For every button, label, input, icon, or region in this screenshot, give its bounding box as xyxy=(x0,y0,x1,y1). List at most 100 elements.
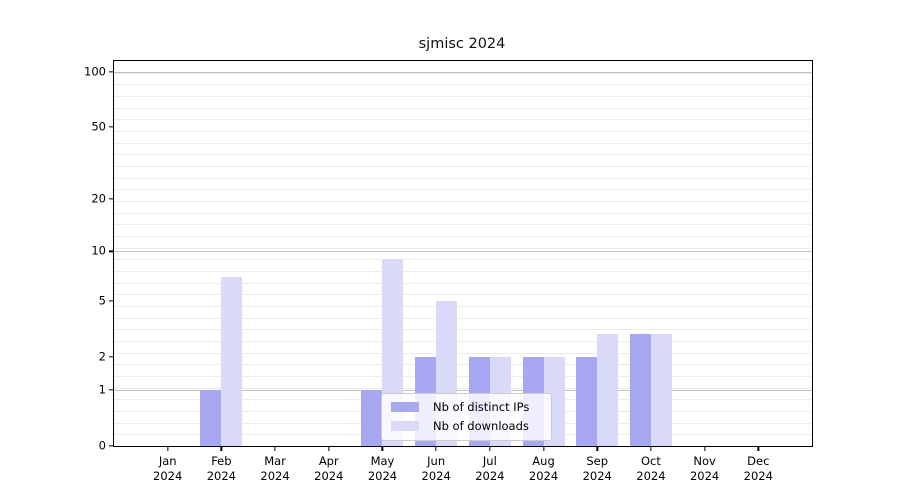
major-gridline xyxy=(114,71,812,73)
x-tick-mark xyxy=(220,446,223,451)
y-tick-mark xyxy=(108,126,114,128)
x-tick-mark xyxy=(381,446,384,451)
x-tick-label-may: May 2024 xyxy=(350,454,414,483)
legend-swatch-distinct-ips xyxy=(391,402,419,412)
x-tick-year: 2024 xyxy=(475,468,505,483)
x-tick-mark xyxy=(274,446,276,451)
legend-item-downloads: Nb of downloads xyxy=(391,419,542,434)
bar-feb-distinct-ips xyxy=(200,389,222,446)
legend-label-downloads: Nb of downloads xyxy=(433,419,529,433)
y-tick-mark xyxy=(108,250,114,253)
legend-swatch-downloads xyxy=(391,421,419,431)
x-tick-year: 2024 xyxy=(636,468,666,483)
minor-gridline xyxy=(114,212,812,214)
x-tick-year: 2024 xyxy=(153,468,183,483)
x-tick-year: 2024 xyxy=(260,468,290,483)
x-tick-label-mar: Mar 2024 xyxy=(243,454,307,483)
x-tick-mark xyxy=(167,446,169,451)
x-tick-year: 2024 xyxy=(421,468,451,483)
y-tick-mark xyxy=(108,70,114,73)
x-tick-year: 2024 xyxy=(206,468,237,483)
x-tick-year: 2024 xyxy=(367,468,398,483)
x-tick-mark xyxy=(542,446,545,451)
x-tick-label-aug: Aug 2024 xyxy=(512,454,576,483)
minor-gridline xyxy=(114,189,812,191)
x-tick-year: 2024 xyxy=(314,468,344,483)
bar-oct-downloads xyxy=(650,333,672,446)
minor-gridline xyxy=(114,96,812,98)
x-tick-label-feb: Feb 2024 xyxy=(189,454,253,483)
minor-gridline xyxy=(114,341,812,342)
x-tick-month: Jan xyxy=(158,454,177,468)
bar-sep-distinct-ips xyxy=(576,356,598,446)
minor-gridline xyxy=(114,352,812,354)
bar-may-distinct-ips xyxy=(361,389,383,446)
minor-gridline xyxy=(114,306,812,307)
minor-gridline xyxy=(114,236,812,237)
minor-gridline xyxy=(114,317,812,319)
y-tick-mark xyxy=(108,389,114,391)
x-tick-year: 2024 xyxy=(743,468,773,483)
y-tick-label: 50 xyxy=(91,119,106,134)
x-tick-label-apr: Apr 2024 xyxy=(297,454,361,483)
minor-gridline xyxy=(114,376,812,377)
y-tick-mark xyxy=(108,356,114,358)
x-tick-month: Apr xyxy=(318,454,339,468)
minor-gridline xyxy=(114,387,812,389)
minor-gridline xyxy=(114,107,812,109)
y-tick-label: 2 xyxy=(98,349,106,364)
minor-gridline xyxy=(114,224,812,226)
y-tick-mark xyxy=(108,445,114,447)
x-tick-year: 2024 xyxy=(582,468,612,483)
x-tick-label-sep: Sep 2024 xyxy=(565,454,629,483)
x-tick-mark xyxy=(328,446,330,451)
y-tick-label: 20 xyxy=(91,191,106,206)
legend-item-distinct-ips: Nb of distinct IPs xyxy=(391,400,542,415)
minor-gridline xyxy=(114,84,812,86)
y-tick-label: 10 xyxy=(91,243,106,258)
bar-oct-distinct-ips xyxy=(629,333,651,446)
x-tick-month: Nov xyxy=(693,454,716,468)
x-tick-label-dec: Dec 2024 xyxy=(726,454,790,483)
x-tick-month: Oct xyxy=(640,454,661,468)
minor-gridline xyxy=(114,177,812,179)
major-gridline xyxy=(114,251,812,253)
minor-gridline xyxy=(114,364,812,366)
minor-gridline xyxy=(114,166,812,168)
minor-gridline xyxy=(114,271,812,272)
x-tick-month: Jun xyxy=(427,454,446,468)
x-tick-mark xyxy=(435,446,437,451)
x-tick-label-jan: Jan 2024 xyxy=(136,454,200,483)
legend: Nb of distinct IPs Nb of downloads xyxy=(381,392,552,441)
x-tick-mark xyxy=(757,446,759,451)
x-tick-mark xyxy=(489,446,491,451)
minor-gridline xyxy=(114,247,812,249)
x-tick-mark xyxy=(650,446,652,451)
minor-gridline xyxy=(114,119,812,121)
x-tick-month: Jul xyxy=(482,454,497,468)
y-tick-label: 0 xyxy=(98,438,106,453)
y-tick-label: 100 xyxy=(84,64,106,79)
bar-feb-downloads xyxy=(221,277,243,446)
x-tick-month: Dec xyxy=(747,454,770,468)
x-tick-label-oct: Oct 2024 xyxy=(619,454,683,483)
y-tick-label: 5 xyxy=(98,293,106,308)
x-tick-label-nov: Nov 2024 xyxy=(673,454,737,483)
x-tick-month: May xyxy=(370,454,395,468)
x-tick-month: Aug xyxy=(532,454,555,468)
minor-gridline xyxy=(114,131,812,133)
y-tick-mark xyxy=(108,198,114,200)
x-tick-label-jun: Jun 2024 xyxy=(404,454,468,483)
x-tick-month: Feb xyxy=(211,454,232,468)
bar-sep-downloads xyxy=(597,333,619,446)
legend-label-distinct-ips: Nb of distinct IPs xyxy=(433,400,530,414)
minor-gridline xyxy=(114,329,812,331)
minor-gridline xyxy=(114,282,812,284)
major-gridline xyxy=(114,389,812,391)
minor-gridline xyxy=(114,201,812,202)
minor-gridline xyxy=(114,154,812,156)
chart-title: sjmisc 2024 xyxy=(418,36,506,52)
minor-gridline xyxy=(114,294,812,296)
x-tick-label-jul: Jul 2024 xyxy=(458,454,522,483)
